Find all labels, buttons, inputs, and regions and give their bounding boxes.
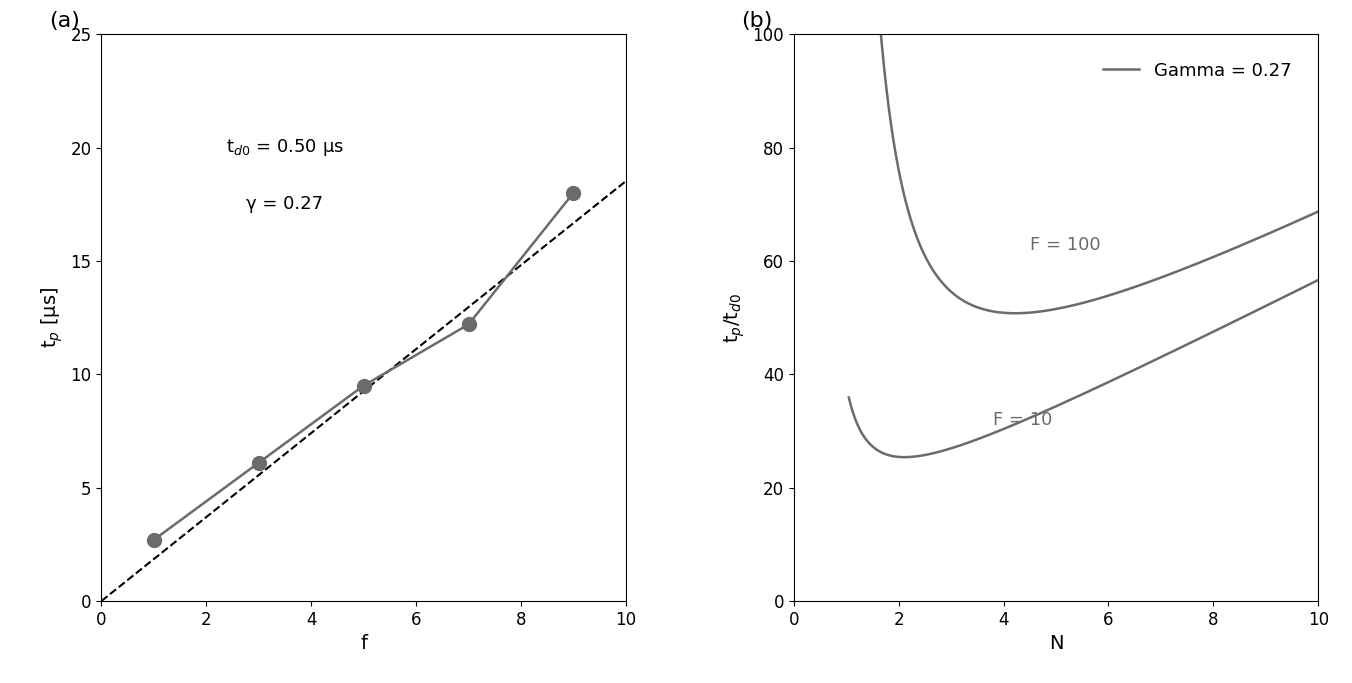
Text: γ = 0.27: γ = 0.27	[246, 195, 323, 213]
Text: t$_{d0}$ = 0.50 μs: t$_{d0}$ = 0.50 μs	[226, 137, 343, 158]
Text: F = 10: F = 10	[992, 411, 1052, 430]
X-axis label: f: f	[360, 635, 368, 654]
Text: (b): (b)	[741, 12, 772, 31]
Text: (a): (a)	[49, 12, 80, 31]
Point	[143, 534, 165, 545]
Text: F = 100: F = 100	[1030, 236, 1101, 253]
Y-axis label: t$_p$ [μs]: t$_p$ [μs]	[39, 287, 65, 348]
X-axis label: N: N	[1049, 635, 1063, 654]
Point	[247, 457, 269, 468]
Legend: Gamma = 0.27: Gamma = 0.27	[1096, 55, 1299, 87]
Point	[458, 319, 480, 330]
Y-axis label: t$_p$/t$_{d0}$: t$_p$/t$_{d0}$	[722, 292, 746, 343]
Point	[353, 380, 375, 391]
Point	[562, 187, 584, 198]
